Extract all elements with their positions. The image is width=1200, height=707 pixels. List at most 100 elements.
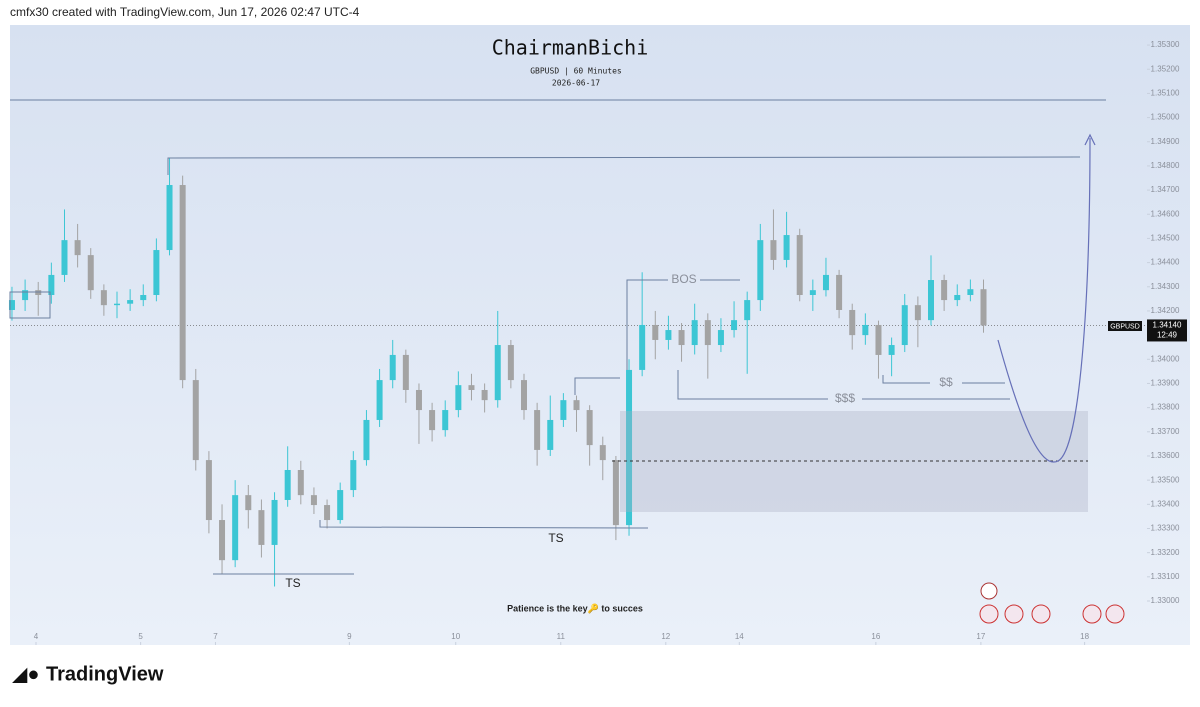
candle-body (731, 320, 738, 331)
chart-date: 2026-06-17 (552, 79, 600, 88)
candle-body (534, 410, 541, 450)
liquidity-line (882, 375, 930, 384)
x-tick-label: 14 (735, 632, 744, 641)
candle-body (350, 460, 357, 491)
candle-body (232, 495, 239, 561)
candle-body (415, 389, 422, 411)
x-tick-label: 5 (138, 632, 143, 641)
candle-body (219, 520, 226, 561)
brand-logo-mark: ◢● (12, 663, 39, 685)
candle-body (927, 280, 934, 321)
candle-body (862, 324, 869, 336)
candle-body (389, 354, 396, 381)
liquidity-label: $$ (939, 375, 953, 389)
candle-body (429, 410, 436, 431)
y-tick-label: 1.33100 (1151, 572, 1180, 581)
x-tick-label: 11 (557, 632, 566, 641)
bos-label: BOS (671, 272, 696, 286)
x-tick-label: 4 (34, 632, 39, 641)
y-tick-label: 1.33700 (1151, 427, 1180, 436)
x-tick-label: 18 (1080, 632, 1089, 641)
plot: 1.33000 1.33100 1.33200 1.33300 1.33400 1.335… (8, 40, 1180, 645)
candle-body (48, 274, 55, 295)
candle-body (442, 410, 449, 431)
countdown: 12:49 (1157, 331, 1178, 340)
candle-body (612, 460, 619, 526)
candle-body (980, 289, 987, 326)
x-tick-label: 12 (661, 632, 670, 641)
y-tick-label: 1.34000 (1151, 354, 1180, 363)
candle-body (258, 510, 265, 545)
candle-body (376, 380, 383, 420)
liquidity-line (677, 370, 828, 400)
candle-body (836, 274, 843, 310)
candle-body (967, 289, 974, 295)
y-tick-label: 1.34700 (1151, 185, 1180, 194)
ts-label: TS (285, 576, 300, 590)
candle-body (192, 380, 199, 461)
candle-body (61, 240, 68, 275)
candle-body (507, 345, 514, 381)
event-icon (1082, 604, 1102, 624)
candle-body (560, 400, 567, 420)
candle-body (324, 505, 331, 521)
y-tick-label: 1.34800 (1151, 161, 1180, 170)
candle-body (875, 324, 882, 355)
chart-subtitle: GBPUSD | 60 Minutes (530, 67, 622, 76)
candle-body (205, 460, 212, 521)
bos-line (626, 279, 668, 370)
note: Patience is the key🔑 to succes (507, 602, 643, 614)
candle-body (245, 495, 252, 511)
ts-label: TS (548, 531, 563, 545)
candle-body (35, 290, 42, 295)
x-tick-label: 17 (976, 632, 985, 641)
event-icon (1004, 604, 1024, 624)
candle-body (271, 499, 278, 545)
liquidity-label: $$$ (835, 391, 855, 405)
y-tick-label: 1.35200 (1151, 64, 1180, 73)
event-icons (979, 582, 1125, 624)
y-tick-label: 1.33000 (1151, 596, 1180, 605)
y-tick-label: 1.34400 (1151, 258, 1180, 267)
candle-body (809, 290, 816, 295)
y-tick-label: 1.34900 (1151, 137, 1180, 146)
candle-body (954, 294, 961, 301)
projection (997, 137, 1091, 463)
candle-body (849, 309, 856, 336)
y-tick-label: 1.33800 (1151, 403, 1180, 412)
candle-body (8, 300, 15, 310)
candle-body (481, 389, 488, 401)
candle-body (599, 445, 606, 461)
y-tick-label: 1.33600 (1151, 451, 1180, 460)
candle-body (310, 495, 317, 506)
candle-body (337, 490, 344, 521)
event-icon (1105, 604, 1125, 624)
candle-body (363, 419, 370, 461)
x-tick-label: 7 (213, 632, 218, 641)
candle-body (100, 290, 107, 306)
candle-body (127, 300, 134, 304)
y-tick-label: 1.35100 (1151, 89, 1180, 98)
candle-body (22, 290, 29, 301)
candle-body (520, 380, 527, 411)
candle-body (468, 385, 475, 390)
candle-body (783, 235, 790, 260)
candle-body (744, 300, 751, 321)
candle-body (166, 185, 173, 251)
y-tick-label: 1.34200 (1151, 306, 1180, 315)
chart-title: ChairmanBichi (492, 36, 649, 60)
symbol-badge (1108, 321, 1142, 331)
range-box (9, 291, 51, 319)
y-tick-label: 1.33300 (1151, 524, 1180, 533)
candle-body (402, 354, 409, 390)
candle-body (717, 330, 724, 346)
symbol-label: GBPUSD (1110, 323, 1140, 330)
candle-body (297, 469, 304, 496)
candle-body (455, 385, 462, 411)
candle-body (284, 469, 291, 500)
y-tick-label: 1.33200 (1151, 548, 1180, 557)
candle-body (573, 400, 580, 411)
x-tick-label: 10 (451, 632, 460, 641)
